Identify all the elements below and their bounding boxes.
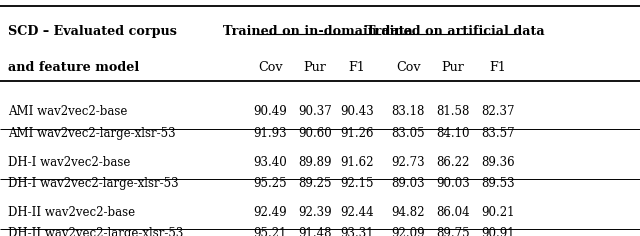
Text: 83.18: 83.18 (392, 105, 425, 118)
Text: Cov: Cov (396, 61, 420, 74)
Text: DH-II wav2vec2-base: DH-II wav2vec2-base (8, 206, 135, 219)
Text: 92.73: 92.73 (392, 156, 425, 169)
Text: 95.21: 95.21 (253, 227, 287, 236)
Text: DH-I wav2vec2-base: DH-I wav2vec2-base (8, 156, 130, 169)
Text: Pur: Pur (442, 61, 465, 74)
Text: 89.03: 89.03 (392, 177, 425, 190)
Text: 81.58: 81.58 (436, 105, 470, 118)
Text: 92.44: 92.44 (340, 206, 374, 219)
Text: 89.25: 89.25 (298, 177, 332, 190)
Text: Trained on in-domain data: Trained on in-domain data (223, 25, 413, 38)
Text: 82.37: 82.37 (481, 105, 515, 118)
Text: 89.89: 89.89 (298, 156, 332, 169)
Text: 91.93: 91.93 (253, 127, 287, 140)
Text: DH-I wav2vec2-large-xlsr-53: DH-I wav2vec2-large-xlsr-53 (8, 177, 179, 190)
Text: 89.36: 89.36 (481, 156, 515, 169)
Text: 91.62: 91.62 (340, 156, 374, 169)
Text: DH-II wav2vec2-large-xlsr-53: DH-II wav2vec2-large-xlsr-53 (8, 227, 183, 236)
Text: Pur: Pur (303, 61, 326, 74)
Text: and feature model: and feature model (8, 61, 139, 74)
Text: AMI wav2vec2-large-xlsr-53: AMI wav2vec2-large-xlsr-53 (8, 127, 175, 140)
Text: 90.60: 90.60 (298, 127, 332, 140)
Text: 94.82: 94.82 (392, 206, 425, 219)
Text: Trained on artificial data: Trained on artificial data (366, 25, 545, 38)
Text: 89.53: 89.53 (481, 177, 515, 190)
Text: 92.49: 92.49 (253, 206, 287, 219)
Text: F1: F1 (349, 61, 365, 74)
Text: 92.39: 92.39 (298, 206, 332, 219)
Text: 83.57: 83.57 (481, 127, 515, 140)
Text: 92.15: 92.15 (340, 177, 374, 190)
Text: 91.26: 91.26 (340, 127, 374, 140)
Text: 84.10: 84.10 (436, 127, 470, 140)
Text: 86.22: 86.22 (436, 156, 470, 169)
Text: 90.91: 90.91 (481, 227, 515, 236)
Text: 90.49: 90.49 (253, 105, 287, 118)
Text: 90.21: 90.21 (481, 206, 515, 219)
Text: 91.48: 91.48 (298, 227, 332, 236)
Text: 93.31: 93.31 (340, 227, 374, 236)
Text: 90.03: 90.03 (436, 177, 470, 190)
Text: 90.43: 90.43 (340, 105, 374, 118)
Text: SCD – Evaluated corpus: SCD – Evaluated corpus (8, 25, 177, 38)
Text: 93.40: 93.40 (253, 156, 287, 169)
Text: 90.37: 90.37 (298, 105, 332, 118)
Text: 83.05: 83.05 (392, 127, 425, 140)
Text: AMI wav2vec2-base: AMI wav2vec2-base (8, 105, 127, 118)
Text: 89.75: 89.75 (436, 227, 470, 236)
Text: F1: F1 (490, 61, 506, 74)
Text: 92.09: 92.09 (392, 227, 425, 236)
Text: 95.25: 95.25 (253, 177, 287, 190)
Text: 86.04: 86.04 (436, 206, 470, 219)
Text: Cov: Cov (258, 61, 282, 74)
